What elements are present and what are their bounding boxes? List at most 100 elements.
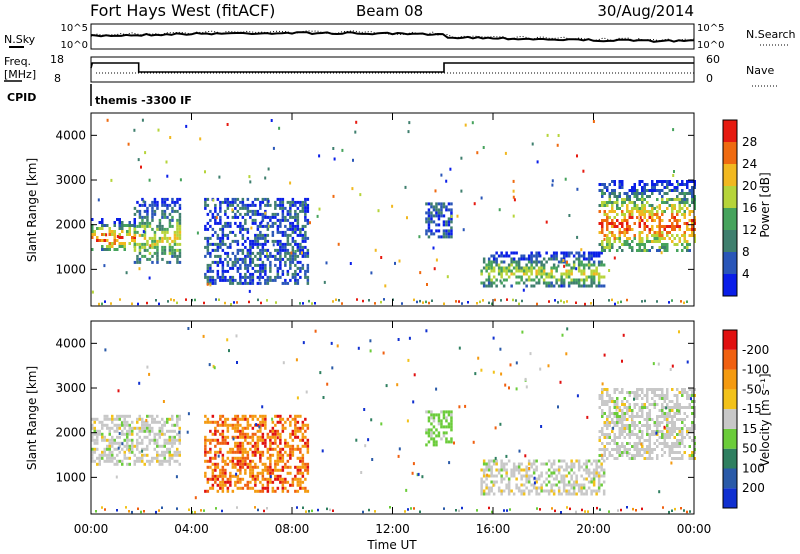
heatmap-cell — [239, 447, 242, 451]
heatmap-cell — [136, 224, 139, 228]
heatmap-cell — [656, 225, 659, 228]
heatmap-cell — [141, 417, 144, 421]
heatmap-cell — [656, 424, 659, 427]
heatmap-cell — [171, 438, 174, 442]
heatmap-cell — [115, 475, 118, 479]
heatmap-cell — [638, 240, 641, 243]
heatmap-cell — [616, 400, 619, 403]
heatmap-cell — [565, 275, 568, 279]
heatmap-cell — [171, 218, 174, 222]
heatmap-cell — [653, 424, 656, 427]
heatmap-cell — [681, 427, 684, 430]
heatmap-cell — [279, 480, 282, 484]
heatmap-cell — [522, 288, 525, 292]
heatmap-cell — [168, 203, 172, 207]
heatmap-cell — [683, 509, 685, 512]
heatmap-cell — [236, 257, 240, 261]
heatmap-cell — [606, 424, 609, 427]
heatmap-cell — [537, 272, 541, 276]
heatmap-cell — [673, 436, 676, 439]
heatmap-cell — [668, 406, 671, 409]
heatmap-cell — [101, 426, 104, 430]
heatmap-cell — [613, 433, 616, 436]
heatmap-cell — [691, 189, 694, 192]
heatmap-cell — [156, 248, 159, 252]
heatmap-cell — [259, 203, 262, 207]
heatmap-cell — [673, 430, 676, 433]
heatmap-cell — [668, 433, 671, 436]
heatmap-cell — [235, 334, 238, 338]
heatmap-cell — [95, 510, 97, 513]
heatmap-cell — [234, 206, 237, 210]
heatmap-cell — [244, 414, 247, 418]
heatmap-cell — [224, 441, 227, 445]
heatmap-cell — [606, 436, 609, 439]
heatmap-cell — [219, 275, 222, 279]
heatmap-cell — [311, 509, 313, 513]
heatmap-cell — [565, 251, 568, 255]
heatmap-cell — [93, 432, 96, 436]
heatmap-cell — [296, 266, 300, 270]
heatmap-cell — [598, 243, 601, 246]
heatmap-cell — [203, 301, 205, 305]
heatmap-cell — [249, 414, 252, 418]
heatmap-cell — [636, 448, 639, 451]
heatmap-cell — [187, 327, 190, 330]
heatmap-cell — [606, 234, 609, 237]
heatmap-cell — [246, 281, 250, 285]
heatmap-cell — [686, 228, 689, 231]
heatmap-cell — [525, 284, 528, 288]
heatmap-cell — [261, 224, 265, 228]
heatmap-cell — [500, 489, 503, 493]
heatmap-cell — [606, 186, 609, 189]
heatmap-cell — [244, 278, 247, 282]
heatmap-cell — [638, 406, 641, 409]
heatmap-cell — [284, 242, 287, 246]
heatmap-cell — [507, 489, 511, 493]
heatmap-cell — [450, 232, 453, 236]
heatmap-cell — [98, 420, 101, 424]
heatmap-cell — [668, 451, 671, 454]
heatmap-cell — [648, 189, 651, 192]
heatmap-cell — [284, 462, 287, 466]
heatmap-cell — [601, 427, 604, 430]
heatmap-cell — [256, 450, 260, 454]
heatmap-cell — [552, 468, 556, 472]
heatmap-cell — [560, 299, 562, 303]
heatmap-cell — [229, 483, 232, 487]
power-colorbar-label: Power [dB] — [758, 172, 772, 237]
heatmap-cell — [236, 506, 238, 509]
heatmap-cell — [276, 224, 280, 228]
heatmap-cell — [515, 251, 518, 255]
heatmap-cell — [500, 254, 503, 258]
heatmap-cell — [676, 394, 679, 397]
heatmap-cell — [565, 483, 568, 487]
heatmap-cell — [547, 468, 551, 472]
heatmap-cell — [236, 429, 240, 433]
heatmap-cell — [178, 233, 182, 237]
heatmap-cell — [456, 214, 459, 218]
heatmap-cell — [274, 203, 277, 207]
heatmap-cell — [447, 229, 451, 233]
heatmap-cell — [329, 508, 331, 512]
heatmap-cell — [518, 449, 521, 453]
heatmap-cell — [663, 400, 666, 403]
heatmap-cell — [221, 429, 225, 433]
heatmap-cell — [246, 197, 250, 201]
heatmap-cell — [266, 281, 270, 285]
heatmap-cell — [540, 266, 543, 270]
heatmap-cell — [498, 208, 501, 212]
heatmap-cell — [602, 492, 606, 496]
heatmap-cell — [106, 239, 109, 242]
heatmap-cell — [676, 409, 679, 412]
heatmap-cell — [673, 421, 676, 424]
heatmap-cell — [590, 492, 593, 496]
colorbar-frame — [722, 329, 738, 509]
heatmap-cell — [269, 459, 272, 463]
heatmap-cell — [256, 477, 260, 481]
heatmap-cell — [236, 420, 240, 424]
heatmap-cell — [106, 118, 109, 122]
heatmap-cell — [137, 158, 140, 162]
heatmap-cell — [108, 245, 111, 248]
heatmap-cell — [537, 477, 541, 481]
